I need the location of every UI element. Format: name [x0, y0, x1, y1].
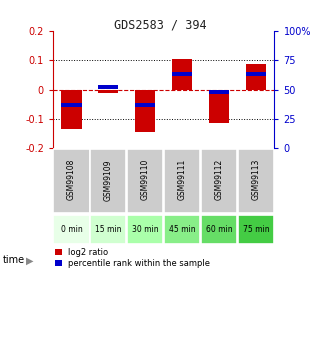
Text: 0 min: 0 min [61, 225, 82, 234]
Bar [90, 149, 126, 213]
Text: GSM99113: GSM99113 [251, 159, 261, 200]
Text: time: time [3, 256, 25, 265]
Bar [61, 103, 82, 107]
Text: 15 min: 15 min [95, 225, 122, 234]
Legend: log2 ratio, percentile rank within the sample: log2 ratio, percentile rank within the s… [55, 248, 210, 268]
Text: GSM99108: GSM99108 [67, 159, 76, 200]
Bar [201, 215, 237, 244]
Text: 60 min: 60 min [206, 225, 232, 234]
Bar [164, 149, 200, 213]
Text: 30 min: 30 min [132, 225, 159, 234]
Bar [135, 90, 155, 132]
Bar [238, 215, 274, 244]
Bar [135, 103, 155, 107]
Bar [53, 215, 90, 244]
Bar [164, 215, 200, 244]
Bar [238, 149, 274, 213]
Bar [172, 59, 192, 90]
Text: GDS2583 / 394: GDS2583 / 394 [114, 19, 207, 32]
Text: GSM99109: GSM99109 [104, 159, 113, 200]
Bar [209, 90, 229, 94]
Bar [90, 215, 126, 244]
Bar [246, 72, 266, 76]
Text: GSM99111: GSM99111 [178, 159, 187, 200]
Text: ▶: ▶ [26, 256, 33, 265]
Bar [201, 149, 237, 213]
Bar [61, 90, 82, 129]
Text: 75 min: 75 min [243, 225, 269, 234]
Bar [172, 72, 192, 76]
Bar [98, 90, 118, 92]
Text: GSM99110: GSM99110 [141, 159, 150, 200]
Text: GSM99112: GSM99112 [214, 159, 224, 200]
Bar [53, 149, 90, 213]
Bar [127, 215, 163, 244]
Bar [127, 149, 163, 213]
Text: 45 min: 45 min [169, 225, 195, 234]
Bar [246, 64, 266, 90]
Bar [209, 90, 229, 123]
Bar [98, 85, 118, 89]
